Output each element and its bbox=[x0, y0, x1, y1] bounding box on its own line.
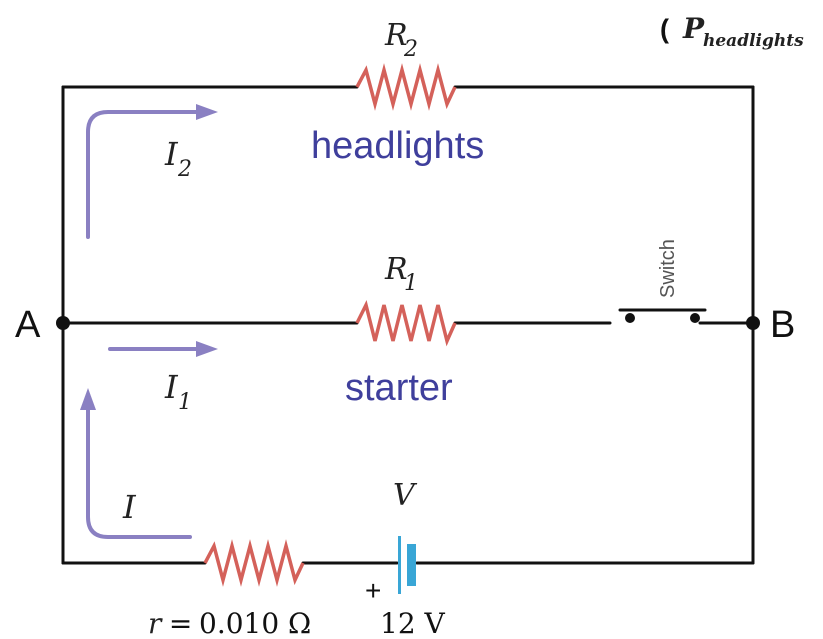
r1-subscript: 1 bbox=[404, 271, 418, 296]
switch-contact-left bbox=[625, 313, 635, 323]
node-a-label: A bbox=[15, 304, 41, 346]
r2-symbol: R bbox=[384, 18, 408, 53]
header-power-subscript: headlights bbox=[703, 31, 804, 51]
node-a-dot bbox=[56, 316, 70, 330]
r-value: 0.010 Ω bbox=[199, 607, 311, 639]
i-symbol: I bbox=[122, 488, 137, 526]
battery-plus-sign: + bbox=[365, 575, 381, 606]
header-formula: ( P headlights bbox=[660, 12, 804, 51]
r-symbol: r bbox=[148, 607, 163, 639]
current-arrow-i2 bbox=[86, 104, 218, 239]
header-paren: ( bbox=[660, 14, 669, 44]
emf-symbol: V bbox=[393, 478, 418, 513]
switch-contact-right bbox=[690, 313, 700, 323]
node-b-dot bbox=[746, 316, 760, 330]
battery bbox=[398, 536, 416, 594]
i1-subscript: 1 bbox=[178, 390, 192, 415]
r-equals: = bbox=[160, 607, 201, 639]
current-arrow-i1 bbox=[108, 341, 218, 357]
starter-label: starter bbox=[345, 367, 453, 409]
resistor-r1 bbox=[355, 299, 457, 347]
i1-symbol: I bbox=[164, 368, 179, 406]
node-b-label: B bbox=[770, 304, 795, 346]
r1-symbol: R bbox=[384, 252, 408, 287]
battery-long-plate bbox=[398, 536, 401, 594]
switch-label: Switch bbox=[657, 239, 679, 298]
headlights-label: headlights bbox=[311, 125, 484, 167]
battery-short-plate bbox=[407, 544, 416, 586]
resistor-internal bbox=[203, 539, 305, 587]
current-arrow-i bbox=[80, 388, 192, 539]
r2-subscript: 2 bbox=[403, 37, 418, 62]
header-power-symbol: P bbox=[682, 12, 705, 45]
switch bbox=[618, 308, 707, 323]
internal-resistance-label: r = 0.010 Ω bbox=[148, 607, 311, 639]
voltage-label: 12 V bbox=[380, 607, 446, 639]
i2-symbol: I bbox=[164, 135, 179, 173]
resistor-r2 bbox=[355, 63, 457, 111]
i2-subscript: 2 bbox=[177, 157, 192, 182]
